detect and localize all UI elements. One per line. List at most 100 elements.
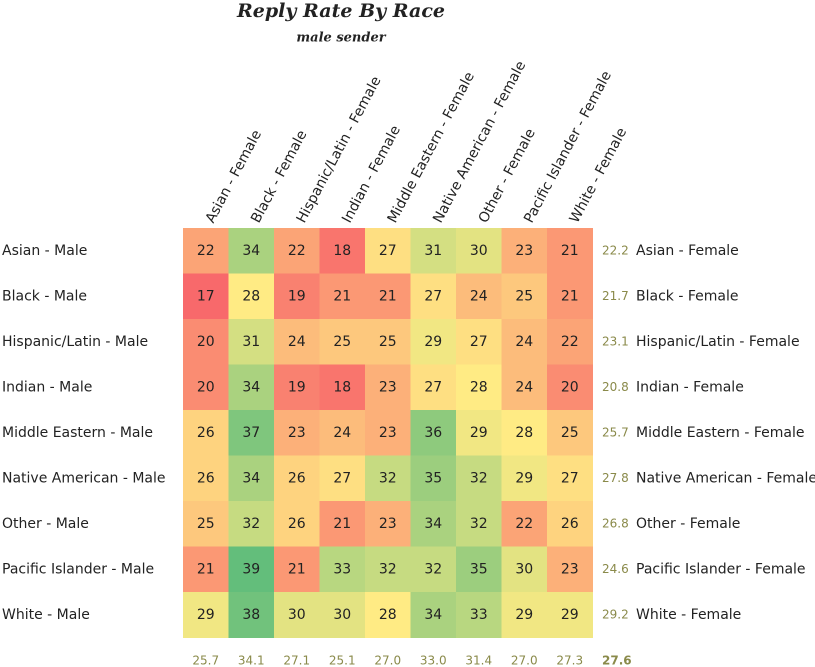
cell-label: 23 xyxy=(288,425,306,441)
cell xyxy=(365,364,411,411)
row-right-label: White - Female xyxy=(636,607,741,623)
cell-label: 25 xyxy=(197,516,215,532)
cell-label: 29 xyxy=(470,425,488,441)
cell xyxy=(547,228,593,274)
cell-label: 29 xyxy=(197,607,215,623)
row-label: Indian - Male xyxy=(2,379,92,395)
cell xyxy=(319,319,366,365)
cell-label: 27 xyxy=(379,243,397,259)
cell-label: 22 xyxy=(197,243,215,259)
row-right-label: Indian - Female xyxy=(636,379,744,395)
cell-label: 32 xyxy=(424,561,442,577)
cell xyxy=(228,364,275,411)
row-mean: 24.6 xyxy=(602,562,629,576)
cell xyxy=(274,501,320,547)
column-label: Middle Eastern - Female xyxy=(385,69,478,225)
cell xyxy=(319,592,366,638)
cell-label: 31 xyxy=(424,243,442,259)
cell xyxy=(547,364,593,411)
cell xyxy=(365,592,411,638)
row-mean: 22.2 xyxy=(602,243,629,257)
cell-label: 22 xyxy=(515,516,533,532)
cell xyxy=(456,592,502,638)
cell-label: 21 xyxy=(561,243,579,259)
cell-label: 39 xyxy=(242,561,260,577)
cell-label: 22 xyxy=(288,243,306,259)
cell xyxy=(456,455,502,502)
cell-label: 23 xyxy=(379,379,397,395)
cell-label: 32 xyxy=(470,470,488,486)
row-right-label: Pacific Islander - Female xyxy=(636,561,806,577)
cell-label: 32 xyxy=(379,470,397,486)
cell xyxy=(228,273,275,320)
cell-label: 36 xyxy=(424,425,442,441)
row-label: Other - Male xyxy=(2,516,89,532)
cell-label: 24 xyxy=(288,334,306,350)
cell-label: 23 xyxy=(561,561,579,577)
cell-label: 26 xyxy=(288,470,306,486)
cell-label: 29 xyxy=(515,470,533,486)
column-label: Pacific Islander - Female xyxy=(521,69,615,226)
cell-label: 24 xyxy=(470,288,488,304)
cell-label: 20 xyxy=(197,334,215,350)
row-mean: 29.2 xyxy=(602,607,629,621)
row-right-label: Other - Female xyxy=(636,516,740,532)
column-mean: 25.1 xyxy=(329,654,356,667)
cell-label: 31 xyxy=(242,334,260,350)
cell xyxy=(319,455,366,502)
cell xyxy=(501,228,548,274)
cell xyxy=(319,364,366,411)
cell-label: 25 xyxy=(379,334,397,350)
cell xyxy=(319,501,366,547)
cell-label: 23 xyxy=(379,425,397,441)
cell xyxy=(365,546,411,593)
cell-label: 25 xyxy=(333,334,351,350)
row-label: Pacific Islander - Male xyxy=(2,561,154,577)
cell-label: 25 xyxy=(515,288,533,304)
cell-label: 34 xyxy=(424,516,442,532)
cell xyxy=(228,455,275,502)
cell-label: 24 xyxy=(515,379,533,395)
cell xyxy=(456,273,502,320)
row-mean: 26.8 xyxy=(602,516,629,530)
cell xyxy=(547,410,593,456)
cell-label: 20 xyxy=(197,379,215,395)
cell xyxy=(183,546,229,593)
cell-label: 34 xyxy=(242,470,260,486)
row-mean: 25.7 xyxy=(602,425,629,439)
row-label: White - Male xyxy=(2,607,90,623)
cell xyxy=(228,546,275,593)
cell-label: 28 xyxy=(242,288,260,304)
cell-label: 28 xyxy=(470,379,488,395)
cell xyxy=(274,410,320,456)
column-label: Hispanic/Latin - Female xyxy=(294,74,385,226)
row-right-label: Black - Female xyxy=(636,288,738,304)
row-label: Hispanic/Latin - Male xyxy=(2,334,148,350)
cell-label: 26 xyxy=(561,516,579,532)
cell xyxy=(365,410,411,456)
cell-label: 29 xyxy=(515,607,533,623)
overall-mean: 27.6 xyxy=(602,654,632,667)
cell-label: 29 xyxy=(424,334,442,350)
cell xyxy=(547,592,593,638)
row-label: Native American - Male xyxy=(2,470,166,486)
column-mean: 31.4 xyxy=(465,654,492,667)
cell-label: 22 xyxy=(561,334,579,350)
cell xyxy=(501,546,548,593)
cell-label: 21 xyxy=(561,288,579,304)
cell xyxy=(274,546,320,593)
row-mean: 20.8 xyxy=(602,380,629,394)
cell xyxy=(274,364,320,411)
cell xyxy=(410,592,457,638)
cell-label: 27 xyxy=(561,470,579,486)
cell xyxy=(456,546,502,593)
cell xyxy=(183,455,229,502)
cell-label: 27 xyxy=(424,379,442,395)
cell xyxy=(501,455,548,502)
cell-label: 28 xyxy=(515,425,533,441)
cell xyxy=(319,546,366,593)
cell xyxy=(501,273,548,320)
cell xyxy=(365,319,411,365)
cell xyxy=(183,364,229,411)
